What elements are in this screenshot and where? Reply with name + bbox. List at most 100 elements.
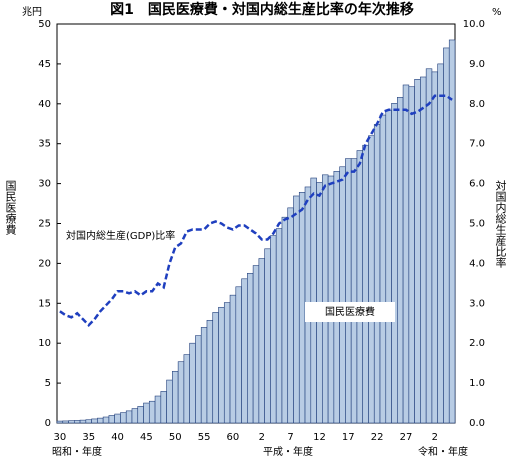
bar <box>345 158 352 424</box>
x-tick-label: 2 <box>432 432 438 443</box>
y2-tick-label: 0.0 <box>469 418 485 429</box>
x-tick-label: 50 <box>169 432 182 443</box>
bar <box>373 124 381 424</box>
bar <box>154 395 162 424</box>
label-box <box>305 302 395 322</box>
y2-tick-label: 6.0 <box>469 179 485 190</box>
bar <box>62 420 69 424</box>
y-axis-label: 国民医療費 <box>4 180 17 235</box>
y2-tick-label: 10.0 <box>463 19 485 30</box>
x-tick-label: 22 <box>371 432 384 443</box>
x-tick-label: 7 <box>287 432 293 443</box>
line <box>59 94 453 327</box>
bar <box>264 248 271 424</box>
bar <box>437 63 444 424</box>
x-tick-label: 55 <box>198 432 211 443</box>
bar <box>212 312 219 424</box>
bar <box>79 419 87 424</box>
bar <box>287 207 294 424</box>
y-tick-label: 30 <box>38 179 51 190</box>
x-tick-label: 17 <box>342 432 355 443</box>
bar <box>195 335 202 424</box>
bar <box>172 370 179 424</box>
bar <box>85 419 92 424</box>
bar <box>293 195 300 424</box>
era-label: 平成・年度 <box>263 445 313 458</box>
bar <box>177 361 185 424</box>
y2-tick-label: 5.0 <box>469 219 485 230</box>
x-tick-label: 12 <box>313 432 326 443</box>
y-tick-label: 50 <box>38 19 51 30</box>
bar <box>148 400 156 424</box>
bar <box>310 177 317 424</box>
bar <box>281 216 289 424</box>
x-tick-label: 60 <box>227 432 240 443</box>
x-tick-label: 35 <box>82 432 95 443</box>
bar <box>143 402 150 424</box>
bar <box>322 174 329 424</box>
bar <box>160 391 167 424</box>
bar <box>397 97 404 424</box>
bar <box>385 109 392 424</box>
bar <box>391 103 398 424</box>
bar <box>258 258 265 424</box>
x-tick-label: 27 <box>400 432 413 443</box>
y-tick-label: 15 <box>38 298 51 309</box>
bar <box>414 79 421 424</box>
y2-tick-label: 2.0 <box>469 338 485 349</box>
bar <box>327 175 335 424</box>
bar <box>74 420 81 424</box>
bar <box>108 415 115 424</box>
series-label: 国民医療費 <box>325 305 375 318</box>
bar <box>339 166 346 424</box>
bar <box>443 47 450 424</box>
bar <box>408 86 415 424</box>
y2-tick-label: 9.0 <box>469 59 485 70</box>
bar <box>420 76 427 424</box>
bar <box>189 342 196 424</box>
era-label: 昭和・年度 <box>52 445 102 458</box>
bar <box>91 418 98 424</box>
y2-tick-label: 3.0 <box>469 298 485 309</box>
bar <box>102 416 110 424</box>
y-unit: 兆円 <box>22 6 42 18</box>
bar <box>350 158 358 424</box>
bar <box>368 135 375 424</box>
bar <box>235 286 242 424</box>
y-tick-label: 35 <box>38 139 51 150</box>
y-tick-label: 45 <box>38 59 51 70</box>
bar <box>275 228 283 424</box>
bar <box>223 302 231 424</box>
bar <box>402 84 410 424</box>
bar <box>241 278 248 424</box>
bar <box>137 406 144 424</box>
bar <box>183 354 190 424</box>
bar <box>448 39 456 424</box>
bar <box>114 413 121 424</box>
bar <box>97 417 104 424</box>
y-tick-label: 5 <box>45 378 51 389</box>
bar <box>270 235 277 424</box>
bar <box>298 191 306 424</box>
bar <box>68 420 75 424</box>
y-tick-label: 10 <box>38 338 51 349</box>
bar <box>247 272 254 424</box>
bar <box>229 294 237 424</box>
bar <box>218 306 225 424</box>
era-label: 令和・年度 <box>418 445 468 458</box>
bar <box>425 68 433 424</box>
y-tick-label: 20 <box>38 258 51 269</box>
y2-axis-label: 対国内総生産比率 <box>494 179 507 269</box>
x-tick-label: 40 <box>111 432 124 443</box>
bar <box>356 150 364 424</box>
chart-title: 図1 国民医療費・対国内総生産比率の年次推移 <box>110 1 414 18</box>
bar <box>131 408 139 424</box>
y2-tick-label: 7.0 <box>469 139 485 150</box>
bar <box>120 412 127 424</box>
y2-unit: % <box>492 7 502 18</box>
y2-tick-label: 1.0 <box>469 378 485 389</box>
y-tick-label: 25 <box>38 219 51 230</box>
bar <box>379 114 387 424</box>
x-tick-label: 30 <box>54 432 67 443</box>
